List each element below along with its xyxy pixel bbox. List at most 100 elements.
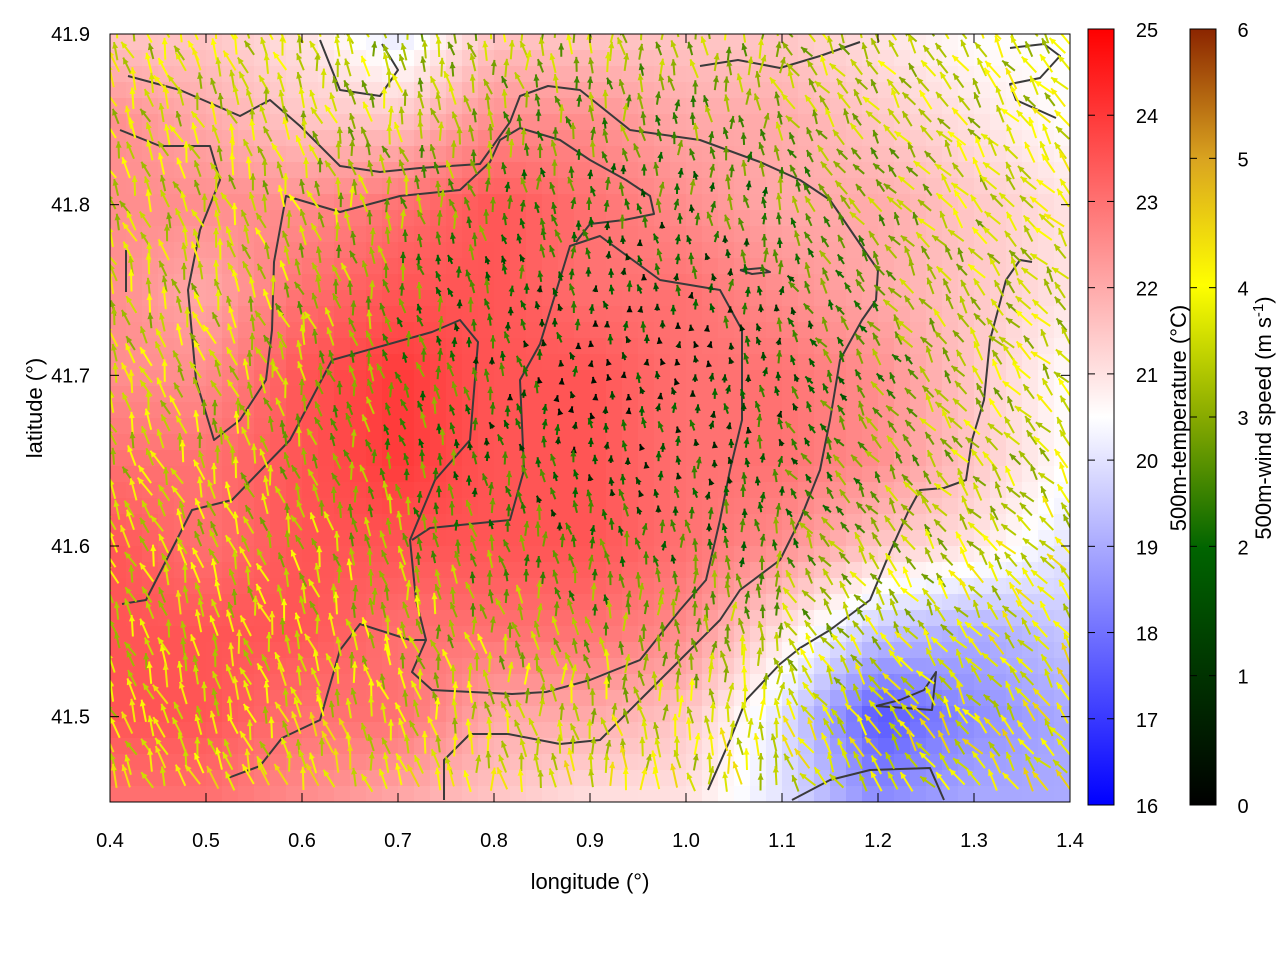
heatmap-cell bbox=[686, 418, 703, 435]
heatmap-cell bbox=[910, 434, 927, 451]
heatmap-cell bbox=[366, 610, 383, 627]
heatmap-cell bbox=[318, 226, 335, 243]
heatmap-cell bbox=[510, 322, 527, 339]
heatmap-cell bbox=[878, 66, 895, 83]
heatmap-cell bbox=[270, 322, 287, 339]
heatmap-cell bbox=[1054, 546, 1070, 563]
heatmap-cell bbox=[574, 754, 591, 771]
heatmap-cell bbox=[574, 114, 591, 131]
heatmap-cell bbox=[478, 386, 495, 403]
heatmap-cell bbox=[494, 210, 511, 227]
heatmap-cell bbox=[846, 114, 863, 131]
heatmap-cell bbox=[1006, 114, 1023, 131]
heatmap-cell bbox=[814, 690, 831, 707]
heatmap-cell bbox=[494, 642, 511, 659]
heatmap-cell bbox=[398, 642, 415, 659]
heatmap-cell bbox=[430, 530, 447, 547]
heatmap-cell bbox=[254, 162, 271, 179]
heatmap-cell bbox=[206, 274, 223, 291]
heatmap-cell bbox=[222, 770, 239, 787]
heatmap-cell bbox=[142, 98, 159, 115]
heatmap-cell bbox=[430, 706, 447, 723]
heatmap-cell bbox=[766, 130, 783, 147]
heatmap-cell bbox=[718, 98, 735, 115]
heatmap-cell bbox=[446, 66, 463, 83]
heatmap-cell bbox=[894, 66, 911, 83]
heatmap-cell bbox=[702, 402, 719, 419]
heatmap-cell bbox=[478, 642, 495, 659]
heatmap-cell bbox=[894, 338, 911, 355]
heatmap-cell bbox=[814, 674, 831, 691]
heatmap-cell bbox=[926, 210, 943, 227]
heatmap-cell bbox=[590, 82, 607, 99]
heatmap-cell bbox=[142, 402, 159, 419]
heatmap-cell bbox=[158, 162, 175, 179]
heatmap-cell bbox=[590, 194, 607, 211]
heatmap-cell bbox=[622, 178, 639, 195]
heatmap-cell bbox=[718, 466, 735, 483]
heatmap-cell bbox=[798, 594, 815, 611]
heatmap-cell bbox=[542, 514, 559, 531]
heatmap-cell bbox=[1054, 722, 1070, 739]
heatmap-cell bbox=[782, 306, 799, 323]
heatmap-cell bbox=[686, 162, 703, 179]
heatmap-cell bbox=[286, 82, 303, 99]
heatmap-cell bbox=[398, 130, 415, 147]
heatmap-cell bbox=[158, 370, 175, 387]
heatmap-cell bbox=[398, 34, 415, 51]
heatmap-cell bbox=[558, 290, 575, 307]
heatmap-cell bbox=[126, 626, 143, 643]
heatmap-cell bbox=[1054, 786, 1070, 802]
heatmap-cell bbox=[318, 258, 335, 275]
heatmap-cell bbox=[190, 290, 207, 307]
heatmap-cell bbox=[766, 258, 783, 275]
heatmap-cell bbox=[862, 482, 879, 499]
heatmap-cell bbox=[382, 594, 399, 611]
heatmap-cell bbox=[126, 34, 143, 51]
heatmap-cell bbox=[446, 50, 463, 67]
heatmap-cell bbox=[126, 274, 143, 291]
heatmap-cell bbox=[558, 786, 575, 802]
heatmap-cell bbox=[222, 626, 239, 643]
heatmap-cell bbox=[366, 498, 383, 515]
heatmap-cell bbox=[350, 738, 367, 755]
heatmap-cell bbox=[510, 210, 527, 227]
heatmap-cell bbox=[190, 66, 207, 83]
heatmap-cell bbox=[334, 370, 351, 387]
heatmap-cell bbox=[270, 546, 287, 563]
temperature-heatmap bbox=[110, 34, 1070, 802]
heatmap-cell bbox=[174, 482, 191, 499]
heatmap-cell bbox=[846, 98, 863, 115]
heatmap-cell bbox=[494, 274, 511, 291]
heatmap-cell bbox=[494, 338, 511, 355]
heatmap-cell bbox=[622, 242, 639, 259]
heatmap-cell bbox=[254, 706, 271, 723]
heatmap-cell bbox=[542, 98, 559, 115]
heatmap-cell bbox=[174, 786, 191, 802]
heatmap-cell bbox=[1022, 162, 1039, 179]
heatmap-cell bbox=[958, 786, 975, 802]
heatmap-cell bbox=[510, 530, 527, 547]
heatmap-cell bbox=[1038, 194, 1055, 211]
heatmap-cell bbox=[174, 642, 191, 659]
heatmap-cell bbox=[878, 482, 895, 499]
heatmap-cell bbox=[478, 242, 495, 259]
heatmap-cell bbox=[1022, 514, 1039, 531]
heatmap-cell bbox=[606, 290, 623, 307]
heatmap-cell bbox=[1054, 98, 1070, 115]
heatmap-cell bbox=[126, 786, 143, 802]
heatmap-cell bbox=[334, 706, 351, 723]
heatmap-cell bbox=[734, 210, 751, 227]
heatmap-cell bbox=[542, 482, 559, 499]
heatmap-cell bbox=[302, 178, 319, 195]
heatmap-cell bbox=[174, 98, 191, 115]
heatmap-cell bbox=[734, 194, 751, 211]
heatmap-cell bbox=[318, 274, 335, 291]
heatmap-cell bbox=[958, 162, 975, 179]
heatmap-cell bbox=[766, 610, 783, 627]
heatmap-cell bbox=[654, 130, 671, 147]
heatmap-cell bbox=[622, 514, 639, 531]
heatmap-cell bbox=[878, 258, 895, 275]
heatmap-cell bbox=[718, 386, 735, 403]
heatmap-cell bbox=[702, 178, 719, 195]
